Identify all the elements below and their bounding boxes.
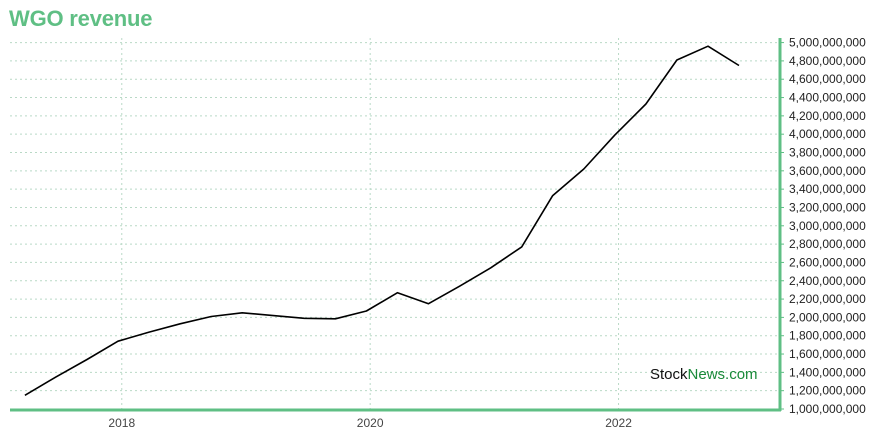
data-point <box>520 246 522 248</box>
chart-title: WGO revenue <box>9 6 153 31</box>
y-tick-label: 2,400,000,000 <box>789 274 866 288</box>
y-tick-label: 1,800,000,000 <box>789 329 866 343</box>
data-point <box>272 314 274 316</box>
data-point <box>179 323 181 325</box>
revenue-line <box>24 45 740 396</box>
data-point <box>148 331 150 333</box>
data-point <box>645 103 647 105</box>
data-point <box>334 318 336 320</box>
y-tick-label: 1,000,000,000 <box>789 402 866 416</box>
x-tick-labels: 2018 2020 2022 <box>108 416 632 430</box>
data-point <box>303 317 305 319</box>
data-point <box>583 168 585 170</box>
y-tick-label: 1,200,000,000 <box>789 384 866 398</box>
y-tick-label: 4,800,000,000 <box>789 54 866 68</box>
data-point <box>489 267 491 269</box>
y-tick-label: 3,600,000,000 <box>789 164 866 178</box>
y-tick-label: 4,000,000,000 <box>789 127 866 141</box>
y-tick-label: 3,400,000,000 <box>789 182 866 196</box>
x-tick-label: 2018 <box>108 416 135 430</box>
watermark-news: News <box>688 366 726 383</box>
data-point <box>396 291 398 293</box>
data-point <box>241 312 243 314</box>
y-tick-label: 2,800,000,000 <box>789 237 866 251</box>
y-tick-label: 1,400,000,000 <box>789 365 866 379</box>
data-point <box>676 59 678 61</box>
data-point <box>365 310 367 312</box>
gridlines <box>10 38 784 410</box>
data-point <box>614 134 616 136</box>
y-tick-label: 1,600,000,000 <box>789 347 866 361</box>
data-point <box>55 376 57 378</box>
data-point <box>707 45 709 47</box>
watermark: StockNews.com <box>650 366 758 383</box>
data-point <box>210 315 212 317</box>
y-tick-label: 3,200,000,000 <box>789 200 866 214</box>
data-point <box>117 340 119 342</box>
y-tick-label: 3,800,000,000 <box>789 146 866 160</box>
data-point <box>427 302 429 304</box>
data-point <box>458 285 460 287</box>
series-layer <box>24 45 740 396</box>
y-tick-label: 2,000,000,000 <box>789 310 866 324</box>
y-tick-label: 2,600,000,000 <box>789 255 866 269</box>
x-tick-label: 2022 <box>605 416 632 430</box>
y-tick-labels: 1,000,000,000 1,200,000,000 1,400,000,000 1… <box>789 36 866 416</box>
y-tick-label: 4,400,000,000 <box>789 91 866 105</box>
data-point <box>86 358 88 360</box>
y-tick-label: 4,200,000,000 <box>789 109 866 123</box>
watermark-com: .com <box>725 366 758 383</box>
y-tick-label: 2,200,000,000 <box>789 292 866 306</box>
data-point <box>24 394 26 396</box>
watermark-stock: Stock <box>650 366 688 383</box>
x-tick-label: 2020 <box>357 416 384 430</box>
y-tick-label: 5,000,000,000 <box>789 36 866 50</box>
y-tick-label: 4,600,000,000 <box>789 72 866 86</box>
y-tick-label: 3,000,000,000 <box>789 219 866 233</box>
data-point <box>738 64 740 66</box>
data-point <box>552 194 554 196</box>
